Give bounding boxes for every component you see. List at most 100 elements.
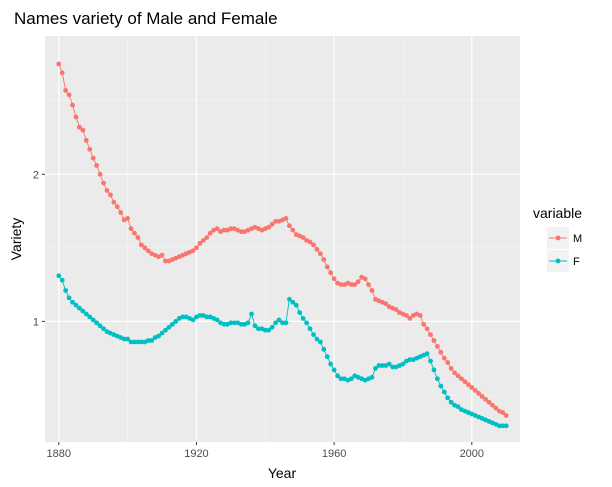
data-point-f <box>221 321 227 327</box>
data-point-m <box>190 248 196 254</box>
data-point-m <box>469 385 475 390</box>
data-point-f <box>445 395 451 401</box>
data-point-f <box>434 376 440 382</box>
data-point-m <box>286 223 292 229</box>
data-point-m <box>142 245 148 251</box>
data-point-f <box>386 361 392 367</box>
data-point-m <box>352 282 358 287</box>
data-point-m <box>66 92 72 98</box>
data-point-m <box>63 88 69 93</box>
data-point-f <box>496 423 502 429</box>
data-point-m <box>366 282 371 287</box>
data-point-f <box>369 374 375 380</box>
data-point-f <box>245 320 251 326</box>
data-point-f <box>280 320 285 326</box>
data-point-f <box>145 338 151 343</box>
data-point-f <box>180 314 186 320</box>
data-point-f <box>197 313 203 318</box>
data-point-f <box>273 320 279 326</box>
data-point-m <box>476 391 482 396</box>
legend-entry-f: F <box>547 250 580 272</box>
data-point-m <box>462 379 468 385</box>
x-axis-title: Year <box>268 465 297 481</box>
data-point-m <box>111 199 117 205</box>
data-point-m <box>445 360 451 365</box>
data-point-f <box>97 323 103 329</box>
data-point-f <box>87 314 93 320</box>
data-point-m <box>317 251 323 257</box>
data-point-m <box>321 257 327 262</box>
legend-key-point-f <box>555 258 561 264</box>
data-point-f <box>283 320 289 326</box>
data-point-m <box>83 138 89 143</box>
data-point-m <box>269 221 275 227</box>
data-point-f <box>269 324 275 330</box>
series-m <box>56 61 509 418</box>
data-point-f <box>231 320 237 326</box>
data-point-m <box>455 373 461 379</box>
legend-entry-m: M <box>547 227 582 249</box>
data-point-f <box>252 323 258 329</box>
data-point-f <box>293 302 299 308</box>
y-axis: 12 <box>33 169 45 328</box>
data-point-m <box>145 248 151 254</box>
data-point-m <box>80 127 86 133</box>
data-point-f <box>77 305 82 311</box>
data-point-f <box>204 314 210 320</box>
data-point-m <box>56 61 62 67</box>
legend-label-f: F <box>573 256 580 268</box>
data-point-f <box>286 296 292 302</box>
data-point-f <box>159 330 165 336</box>
data-point-m <box>434 343 440 349</box>
data-point-f <box>262 327 268 333</box>
data-point-f <box>149 338 155 343</box>
data-point-f <box>376 363 382 368</box>
data-point-m <box>338 282 344 287</box>
x-tick-label: 1920 <box>184 448 208 460</box>
data-point-f <box>132 339 137 345</box>
data-point-f <box>138 339 144 345</box>
data-point-f <box>390 364 396 370</box>
x-tick-label: 1960 <box>322 448 346 460</box>
data-point-m <box>393 307 399 313</box>
legend-title: variable <box>533 205 582 221</box>
data-point-f <box>266 327 272 333</box>
data-point-f <box>276 317 282 323</box>
data-point-f <box>331 367 337 373</box>
data-point-f <box>407 357 413 363</box>
plot-panel <box>45 36 520 442</box>
data-point-f <box>56 273 62 279</box>
data-point-m <box>290 227 296 233</box>
data-point-m <box>283 216 289 221</box>
data-point-f <box>431 367 437 373</box>
data-point-f <box>156 333 161 339</box>
data-point-f <box>314 336 320 342</box>
data-point-f <box>448 399 454 405</box>
data-point-m <box>132 230 137 236</box>
data-point-f <box>101 326 106 332</box>
data-point-f <box>83 311 89 317</box>
data-point-f <box>373 366 378 371</box>
data-point-m <box>194 245 199 251</box>
data-point-m <box>421 321 427 327</box>
x-tick-label: 1880 <box>47 448 71 460</box>
data-point-f <box>63 288 69 293</box>
data-point-f <box>324 354 330 360</box>
data-point-m <box>428 332 433 338</box>
data-point-m <box>228 226 234 232</box>
data-point-f <box>424 351 430 357</box>
data-point-m <box>197 241 203 246</box>
data-point-f <box>121 336 127 342</box>
data-point-m <box>125 216 131 221</box>
data-point-f <box>90 317 96 323</box>
data-point-f <box>173 318 179 324</box>
data-point-f <box>317 339 323 345</box>
data-point-f <box>438 383 444 389</box>
data-point-m <box>87 146 93 152</box>
data-point-m <box>314 246 320 252</box>
data-point-m <box>73 114 79 120</box>
data-point-m <box>138 242 144 248</box>
data-point-m <box>383 301 389 307</box>
data-point-f <box>214 317 220 323</box>
